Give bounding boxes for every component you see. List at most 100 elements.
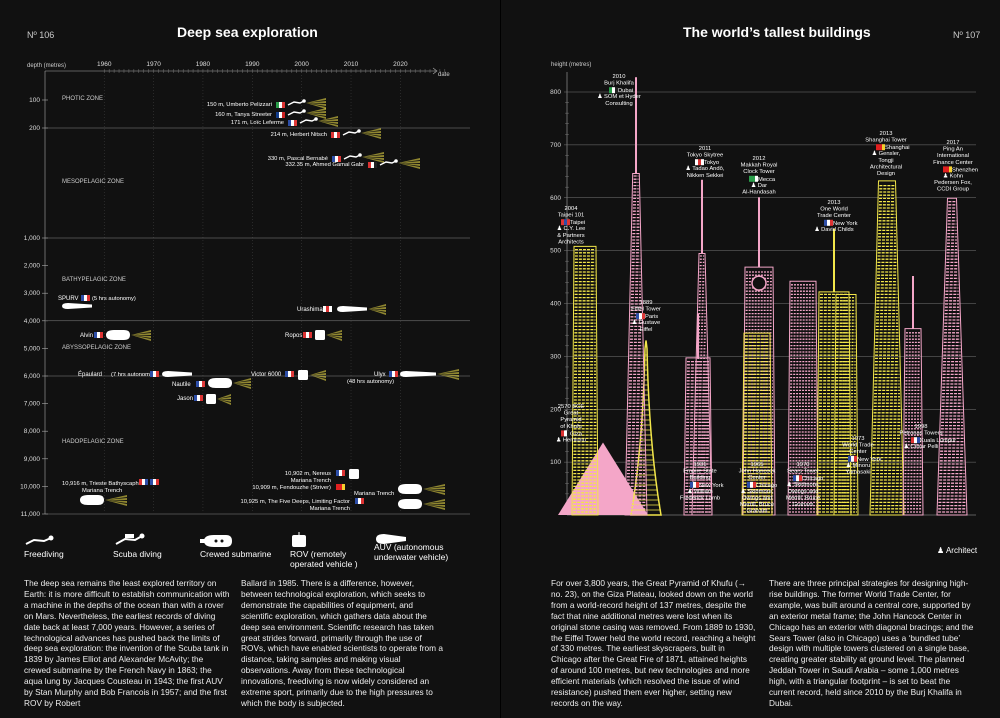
body-text-column-1: The deep sea remains the least explored …	[24, 578, 230, 708]
country-flag-icon	[911, 437, 920, 444]
building-architect: ♟ Kohn	[943, 172, 963, 179]
country-flag-icon	[196, 381, 205, 387]
country-flag-icon	[332, 156, 341, 162]
page-title: The world’s tallest buildings	[683, 24, 871, 40]
page-number: Nº 106	[27, 30, 55, 40]
y-tick-label: 7,000	[24, 401, 41, 408]
country-flag-icon	[288, 120, 297, 126]
building-label: 1973	[852, 436, 865, 442]
record-label: 10,909 m, Fendouzhe (Striver)	[252, 485, 331, 491]
building-label: Eiffel Tower	[631, 307, 661, 313]
building-architect: & Partners	[557, 233, 584, 239]
building-label: 1970	[797, 462, 810, 468]
building-architect: ♟ SOM et Hyder	[597, 93, 641, 100]
tallest-buildings-chart: height (metres) 100 200 300 400 500 600 700 800 2…	[550, 62, 978, 516]
body-text-column-2: There are three principal strategies for…	[769, 578, 974, 708]
auv-icon	[376, 534, 406, 544]
y-tick-label: 10,000	[20, 483, 40, 490]
country-flag-icon	[848, 455, 857, 462]
building-architect: ♟ Gensler,	[872, 150, 901, 157]
crewed-submarine-icon	[208, 378, 232, 388]
building-architect: ♟ Hemiunu	[556, 436, 586, 443]
building-architect: Tongji	[878, 158, 893, 164]
building-architect: Owings and	[742, 495, 773, 501]
freediving-icon	[342, 129, 361, 136]
building-architect: Eiffel	[640, 327, 653, 333]
building-city: Kuala Lumpur	[920, 438, 956, 444]
right-page: The world’s tallest buildings Nº 107 hei…	[500, 0, 1000, 718]
x-axis-arrow	[432, 67, 438, 75]
record-note: Mariana Trench	[82, 488, 122, 494]
building-label: John Hancock	[739, 469, 776, 475]
y-tick-label: 1,000	[24, 235, 41, 242]
crewed-submarine-icon	[80, 495, 104, 505]
building-architect: Al-Handasah	[742, 189, 776, 195]
building-architect: ♟ C.Y. Lee	[557, 225, 586, 232]
country-flag-icon	[876, 144, 885, 151]
y-tick-label: 100	[29, 97, 40, 104]
country-flag-icon	[695, 159, 704, 166]
building-label: 2011	[699, 146, 711, 152]
building-city: New York	[699, 483, 724, 489]
building-architect: ♟ Tadao Andō,	[686, 165, 725, 172]
page-title: Deep sea exploration	[177, 24, 318, 40]
rov-icon	[206, 394, 216, 404]
light-beam	[306, 98, 326, 109]
rov-icon	[349, 469, 359, 479]
building-label: 1889	[640, 300, 653, 306]
y-tick-label: 4,000	[24, 318, 41, 325]
vehicle-label: Urashima	[297, 307, 323, 313]
vehicle-label: Ropos	[285, 333, 302, 339]
building-label: 2017	[947, 140, 960, 146]
building-world-trade-center	[833, 294, 859, 516]
x-tick-label: 2010	[344, 61, 359, 68]
country-flag-icon	[150, 371, 159, 377]
building-label: 2010	[613, 74, 626, 80]
country-flag-icon	[94, 332, 103, 338]
light-beam	[423, 484, 445, 495]
freediving-icon	[287, 109, 306, 116]
country-flag-icon	[824, 219, 833, 226]
country-flag-icon	[276, 102, 285, 108]
record-label: 10,925 m, The Five Deeps, Limiting Facto…	[241, 499, 351, 505]
deep-sea-chart: depth (metres) date 1960 1970 1980 1990 2000 20…	[20, 61, 470, 518]
y-tick-label: 5,000	[24, 345, 41, 352]
y-tick-label: 100	[550, 459, 561, 466]
x-tick-label: 1990	[245, 61, 260, 68]
record-label: 10,902 m, Nereus	[285, 471, 331, 477]
light-beam	[362, 152, 384, 163]
record-note: Mariana Trench	[291, 478, 331, 484]
crewed-submarine-icon	[200, 535, 232, 547]
record-note: Mariana Trench	[354, 491, 394, 497]
country-flag-icon	[690, 481, 699, 488]
x-tick-label: 2000	[294, 61, 309, 68]
scuba-diver-icon	[115, 533, 145, 545]
building-architect: ♟ William	[687, 488, 713, 495]
building-city: New York	[833, 221, 858, 227]
zone-label: MESOPELAGIC ZONE	[62, 179, 124, 185]
building-city: Chicago	[802, 476, 823, 482]
building-architect: Nikken Sekkei	[687, 173, 724, 179]
building-architect: Merrill, Bruce	[786, 495, 820, 501]
building-architect: Pedersen Fox,	[934, 180, 972, 186]
building-label: Tokyo Skytree	[687, 153, 723, 159]
country-flag-icon	[336, 470, 345, 476]
building-label: Makkah Royal	[741, 163, 778, 169]
architect-legend: ♟ Architect	[937, 546, 977, 555]
y-tick-label: 800	[550, 89, 561, 96]
auv-icon	[337, 306, 367, 312]
building-label: of Khufu	[560, 424, 582, 430]
light-beam	[310, 370, 326, 381]
building-taipei-101	[571, 245, 599, 516]
scuba-diver-icon	[343, 153, 362, 160]
country-flag-icon	[793, 475, 802, 482]
body-text-column-1: For over 3,800 years, the Great Pyramid …	[551, 578, 756, 708]
building-city: Tokyo	[704, 160, 719, 166]
light-beam	[437, 369, 459, 380]
building-burj-khalifa	[624, 77, 648, 516]
building-sears-tower	[787, 280, 819, 516]
legend-freediving-label: Freediving	[24, 549, 64, 559]
building-city: Giza	[570, 431, 583, 437]
building-label: Clock Tower	[743, 169, 775, 175]
building-label: Empire State	[683, 469, 717, 475]
